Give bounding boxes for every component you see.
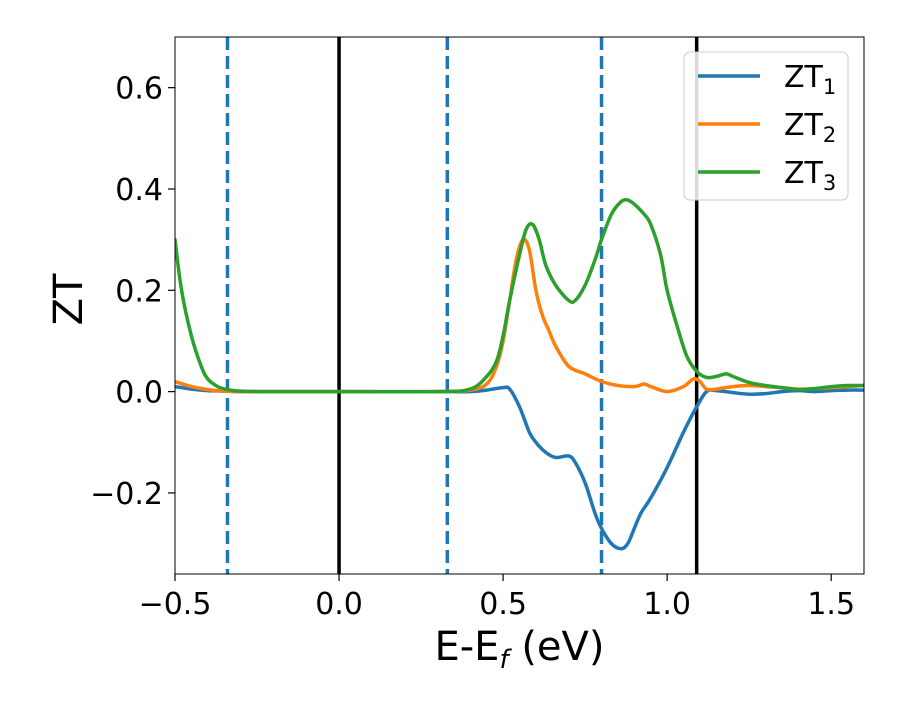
y-tick-label: 0.4 [115, 173, 163, 208]
axes-frame [174, 36, 865, 575]
y-tick-label: 0.0 [115, 376, 163, 411]
y-tick-label: 0.2 [115, 274, 163, 309]
x-axis-ticks: −0.5 0.0 0.5 1.0 1.5 [139, 574, 855, 622]
x-tick-label: 1.5 [807, 587, 855, 622]
y-tick-label: 0.6 [115, 72, 163, 107]
y-axis-label: ZT [46, 273, 92, 325]
legend-box [683, 51, 849, 201]
series-line-zt3 [175, 198, 864, 394]
x-tick-label: 0.5 [479, 587, 527, 622]
legend-label-zt3: ZT3 [784, 156, 836, 195]
y-axis-ticks: −0.2 0.0 0.2 0.4 0.6 [90, 72, 175, 512]
x-tick-label: 0.0 [315, 587, 363, 622]
x-axis-label: E-Ef (eV) [434, 624, 604, 675]
x-tick-label: 1.0 [643, 587, 691, 622]
legend-label-zt1: ZT1 [784, 60, 836, 99]
legend: ZT1 ZT2 ZT3 [683, 51, 849, 201]
x-tick-label: −0.5 [139, 587, 212, 622]
legend-label-zt2: ZT2 [784, 108, 836, 147]
series-line-zt1 [175, 384, 864, 551]
y-tick-label: −0.2 [90, 477, 163, 512]
